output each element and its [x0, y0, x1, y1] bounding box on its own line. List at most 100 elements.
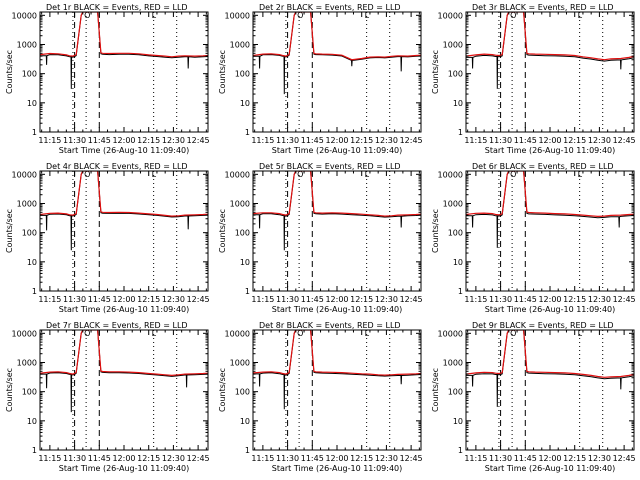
x-tick-label: 11:45	[88, 136, 111, 145]
y-axis-label: Counts/sec	[431, 368, 440, 412]
x-tick-label: 12:30	[588, 454, 611, 463]
y-tick-label: 100	[22, 388, 37, 397]
panel-title: Det 3r BLACK = Events, RED = LLD	[472, 3, 614, 12]
y-tick-label: 1000	[443, 199, 463, 208]
x-tick-label: 11:15	[38, 454, 61, 463]
x-axis-label: Start Time (26-Aug-10 11:09:40)	[59, 305, 190, 314]
y-tick-label: 10000	[438, 11, 463, 20]
y-tick-label: 10000	[225, 329, 250, 338]
x-tick-label: 11:45	[301, 454, 324, 463]
plot-frame	[465, 329, 635, 451]
x-tick-label: 11:15	[464, 454, 487, 463]
x-tick-label: 12:00	[112, 295, 135, 304]
y-tick-label: 1000	[443, 358, 463, 367]
x-tick-label: 12:00	[325, 136, 348, 145]
x-tick-label: 12:15	[137, 454, 160, 463]
panel-title: Det 7r BLACK = Events, RED = LLD	[46, 321, 188, 330]
y-tick-label: 10000	[438, 170, 463, 179]
x-tick-label: 12:30	[162, 136, 185, 145]
x-tick-label: 11:30	[276, 454, 299, 463]
marker-label: L	[365, 170, 370, 179]
panel-title: Det 4r BLACK = Events, RED = LLD	[46, 162, 188, 171]
lld-series-line	[253, 171, 421, 217]
x-tick-label: 11:30	[276, 136, 299, 145]
x-tick-label: 11:30	[63, 136, 86, 145]
x-axis-label: Start Time (26-Aug-10 11:09:40)	[272, 464, 403, 473]
x-tick-label: 12:45	[400, 136, 423, 145]
y-tick-label: 1	[458, 446, 463, 455]
y-tick-label: 10000	[12, 11, 37, 20]
panel-title: Det 6r BLACK = Events, RED = LLD	[472, 162, 614, 171]
x-axis-label: Start Time (26-Aug-10 11:09:40)	[59, 464, 190, 473]
x-tick-label: 11:15	[464, 136, 487, 145]
y-tick-label: 10000	[225, 11, 250, 20]
events-series-line	[466, 171, 634, 248]
y-tick-label: 1000	[230, 358, 250, 367]
y-tick-label: 10	[240, 417, 250, 426]
x-tick-label: 12:45	[187, 136, 210, 145]
y-tick-label: 1	[32, 446, 37, 455]
x-tick-label: 12:45	[187, 454, 210, 463]
y-axis-label: Counts/sec	[218, 50, 227, 94]
lld-series-line	[253, 330, 421, 376]
marker-label: L	[578, 11, 583, 20]
y-tick-label: 100	[22, 229, 37, 238]
y-axis-label: Counts/sec	[431, 209, 440, 253]
lld-series-line	[40, 330, 208, 377]
marker-label: L	[578, 170, 583, 179]
x-tick-label: 12:45	[613, 295, 636, 304]
marker-label: O	[84, 170, 90, 179]
y-tick-label: 10	[27, 417, 37, 426]
events-series-line	[253, 12, 421, 95]
x-tick-label: 11:45	[88, 295, 111, 304]
y-axis-label: Counts/sec	[431, 50, 440, 94]
x-tick-label: 11:15	[251, 295, 274, 304]
y-tick-label: 10000	[12, 170, 37, 179]
y-tick-label: 10	[453, 417, 463, 426]
events-series-line	[466, 330, 634, 407]
y-tick-label: 100	[448, 70, 463, 79]
x-tick-label: 11:15	[464, 295, 487, 304]
x-tick-label: 11:30	[276, 295, 299, 304]
y-tick-label: 1000	[17, 358, 37, 367]
x-tick-label: 12:45	[187, 295, 210, 304]
x-tick-label: 12:00	[112, 136, 135, 145]
y-tick-label: 1	[245, 446, 250, 455]
y-tick-label: 100	[235, 70, 250, 79]
y-tick-label: 1000	[230, 199, 250, 208]
x-tick-label: 12:15	[350, 136, 373, 145]
y-tick-label: 100	[448, 229, 463, 238]
x-tick-label: 12:45	[400, 454, 423, 463]
y-tick-label: 1	[32, 128, 37, 137]
y-tick-label: 100	[22, 70, 37, 79]
y-tick-label: 1000	[443, 40, 463, 49]
marker-label: L	[578, 329, 583, 338]
marker-label: L	[365, 329, 370, 338]
x-axis-label: Start Time (26-Aug-10 11:09:40)	[485, 146, 616, 155]
x-tick-label: 12:15	[137, 295, 160, 304]
lld-series-line	[40, 171, 208, 217]
y-tick-label: 1	[32, 287, 37, 296]
x-tick-label: 11:45	[514, 454, 537, 463]
y-tick-label: 100	[235, 229, 250, 238]
x-tick-label: 12:30	[162, 454, 185, 463]
y-tick-label: 1000	[17, 40, 37, 49]
y-axis-label: Counts/sec	[218, 368, 227, 412]
lld-series-line	[466, 330, 634, 378]
panel-title: Det 2r BLACK = Events, RED = LLD	[259, 3, 401, 12]
x-tick-label: 11:30	[489, 295, 512, 304]
marker-label: O	[510, 170, 516, 179]
events-series-line	[40, 330, 208, 413]
x-tick-label: 11:45	[514, 136, 537, 145]
y-axis-label: Counts/sec	[5, 50, 14, 94]
x-tick-label: 12:45	[613, 454, 636, 463]
lld-series-line	[466, 171, 634, 218]
marker-label: O	[510, 11, 516, 20]
y-axis-label: Counts/sec	[218, 209, 227, 253]
x-tick-label: 12:00	[538, 454, 561, 463]
x-tick-label: 12:15	[350, 295, 373, 304]
plot-frame	[39, 11, 209, 133]
